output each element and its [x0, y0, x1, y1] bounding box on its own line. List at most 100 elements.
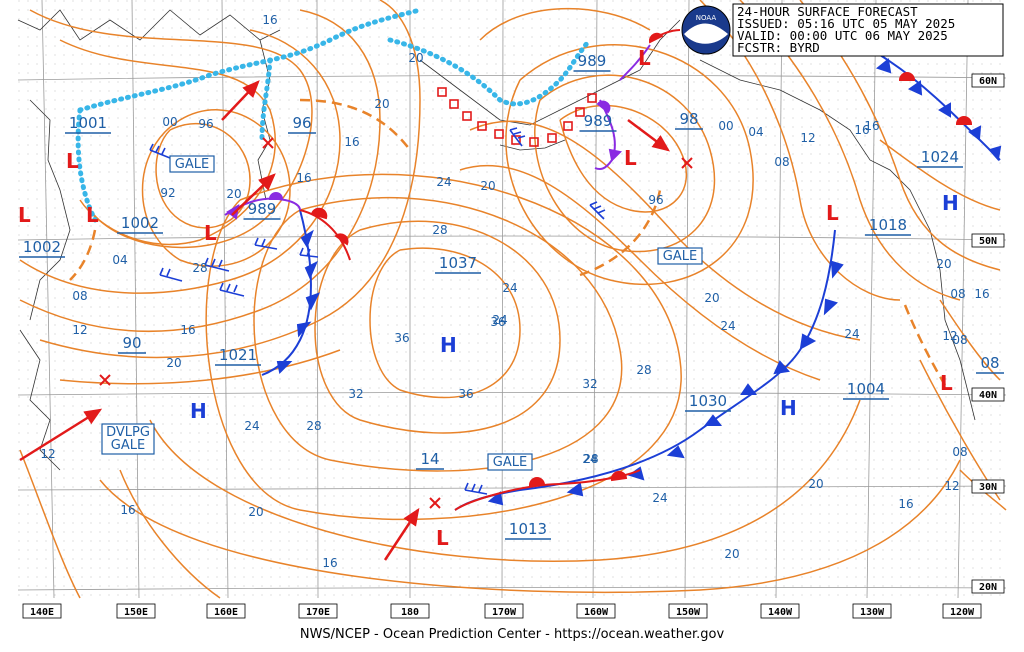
longitude-box [390, 603, 430, 619]
pressure-value: 90 [122, 334, 141, 352]
isobar-label: 12 [944, 479, 959, 493]
isobar-label: 08 [950, 287, 965, 301]
latitude-label: 50N [979, 236, 997, 247]
low-center-letter: L [638, 46, 651, 70]
warning-box [657, 247, 703, 265]
isobar-label: 92 [160, 186, 175, 200]
longitude-box [484, 603, 524, 619]
isobar-label: 16 [898, 497, 913, 511]
isobar-label: 36 [458, 387, 473, 401]
warning-label: GALE [111, 438, 145, 453]
longitude-box [22, 603, 62, 619]
latitude-labels: 60N 50N 40N 30N 20N [971, 73, 1005, 594]
pressure-value: 1030 [689, 392, 727, 410]
longitude-label: 170E [306, 607, 330, 618]
isobar-label: 04 [748, 125, 763, 139]
low-center-letter: L [436, 526, 449, 550]
latitude-label: 40N [979, 390, 997, 401]
warning-label: GALE [493, 455, 527, 470]
x-marks [99, 137, 693, 509]
isobar-label: 20 [936, 257, 951, 271]
longitude-box [116, 603, 156, 619]
low-center-letter: L [18, 203, 31, 227]
isobar-label: 24 [720, 319, 735, 333]
isobar-label: 12 [800, 131, 815, 145]
longitude-label: 140W [768, 607, 793, 618]
isobar-label: 12 [942, 329, 957, 343]
isobar-label: 16 [322, 556, 337, 570]
latitude-box [971, 579, 1005, 594]
isobar-label: 16 [120, 503, 135, 517]
isobar-label: 16 [974, 287, 989, 301]
pressure-value: 14 [420, 450, 439, 468]
isobar-label: 96 [198, 117, 213, 131]
longitude-label: 130W [860, 607, 885, 618]
isobar-label: 28 [583, 452, 598, 466]
latitude-box [971, 387, 1005, 402]
latitude-box [971, 479, 1005, 494]
isobar-label: 16 [180, 323, 195, 337]
isobar-label: 20 [724, 547, 739, 561]
longitude-label: 120W [950, 607, 975, 618]
isobar-label: 16 [344, 135, 359, 149]
low-center-letter: L [86, 203, 99, 227]
isobar-label: 08 [774, 155, 789, 169]
isobar-label: 24 [492, 313, 507, 327]
pressure-value: 1004 [847, 380, 885, 398]
ice-edge [75, 7, 593, 223]
isobar-label: 16 [262, 13, 277, 27]
isobar-label: 16 [296, 171, 311, 185]
longitude-box [852, 603, 892, 619]
isobar-label: 08 [952, 445, 967, 459]
forecast-header: 24-HOUR SURFACE FORECAST ISSUED: 05:16 U… [732, 3, 1004, 57]
isobar-label: 16 [854, 123, 869, 137]
longitude-box [760, 603, 800, 619]
isobar-label: 32 [582, 377, 597, 391]
forecaster: FCSTR: BYRD [737, 40, 820, 55]
isobar-label: 24 [844, 327, 859, 341]
isobar-label: 12 [72, 323, 87, 337]
pressure-value: 98 [679, 110, 698, 128]
isobar-label: 08 [72, 289, 87, 303]
warning-label: GALE [663, 249, 697, 264]
coastlines [17, 9, 976, 471]
isobar-label: 20 [226, 187, 241, 201]
longitude-labels: 140E 150E 160E 170E 180 170W 160W 150W 140W 130W 1… [22, 603, 982, 619]
isobar-label: 00 [718, 119, 733, 133]
high-symbols: H H H H [190, 191, 959, 423]
latitude-label: 30N [979, 482, 997, 493]
pressure-value: 1021 [219, 346, 257, 364]
cold-fronts [261, 54, 1002, 511]
isobar-label: 20 [248, 505, 263, 519]
pressure-value: 1002 [23, 238, 61, 256]
isobar-label: 24 [436, 175, 451, 189]
footer-credit: NWS/NCEP - Ocean Prediction Center - htt… [300, 627, 725, 642]
warning-label: GALE [175, 157, 209, 172]
pressure-value: 08 [980, 354, 999, 372]
pressure-value: 96 [292, 114, 311, 132]
longitude-box [206, 603, 246, 619]
latitude-box [971, 233, 1005, 248]
isobar-label: 28 [432, 223, 447, 237]
low-center-letter: L [624, 146, 637, 170]
longitude-box [942, 603, 982, 619]
isobar-label: 28 [192, 261, 207, 275]
isobar-label: 08 [952, 333, 967, 347]
high-center-letter: H [780, 396, 797, 420]
low-symbols: L L L L L L L L L [18, 46, 953, 550]
latitude-label: 20N [979, 582, 997, 593]
low-center-letter: L [940, 371, 953, 395]
isobar-label: 32 [348, 387, 363, 401]
low-center-letter: L [204, 221, 217, 245]
low-center-letter: L [66, 149, 79, 173]
low-center-letter: L [826, 201, 839, 225]
high-center-letter: H [190, 399, 207, 423]
valid-time: VALID: 00:00 UTC 06 MAY 2025 [737, 28, 948, 43]
longitude-box [298, 603, 338, 619]
issued-time: ISSUED: 05:16 UTC 05 MAY 2025 [737, 16, 955, 31]
isobar-label: 04 [112, 253, 127, 267]
warm-fronts [299, 29, 973, 511]
isobar-label: 24 [582, 452, 597, 466]
warning-box [101, 423, 155, 455]
